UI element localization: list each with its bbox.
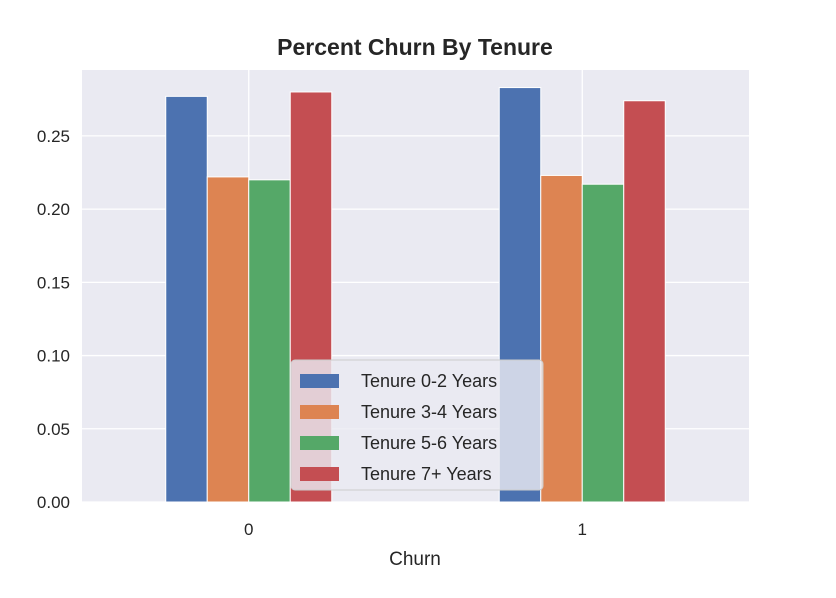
legend-swatch	[300, 436, 339, 450]
legend-swatch	[300, 405, 339, 419]
y-tick-label: 0.10	[37, 347, 70, 366]
legend-swatch	[300, 374, 339, 388]
bar	[581, 183, 625, 503]
bar	[540, 174, 583, 503]
y-tick-label: 0.25	[37, 127, 70, 146]
y-axis-ticks: 0.00 0.05 0.10 0.15 0.20 0.25	[37, 127, 70, 512]
bar	[623, 100, 666, 503]
bar	[165, 95, 208, 503]
x-tick-label: 1	[578, 520, 587, 539]
legend-box	[290, 359, 544, 491]
legend-label: Tenure 0-2 Years	[361, 371, 497, 391]
legend-label: Tenure 7+ Years	[361, 464, 492, 484]
y-tick-label: 0.05	[37, 420, 70, 439]
chart-title: Percent Churn By Tenure	[277, 34, 553, 60]
y-tick-label: 0.15	[37, 273, 70, 292]
legend: Tenure 0-2 Years Tenure 3-4 Years Tenure 5…	[290, 359, 544, 491]
bars	[165, 87, 666, 503]
bar	[248, 179, 291, 503]
x-axis-label: Churn	[389, 549, 441, 570]
legend-label: Tenure 5-6 Years	[361, 433, 497, 453]
legend-label: Tenure 3-4 Years	[361, 402, 497, 422]
y-tick-label: 0.20	[37, 200, 70, 219]
x-tick-label: 0	[244, 520, 253, 539]
bar	[206, 176, 250, 503]
legend-swatch	[300, 467, 339, 481]
y-tick-label: 0.00	[37, 493, 70, 512]
